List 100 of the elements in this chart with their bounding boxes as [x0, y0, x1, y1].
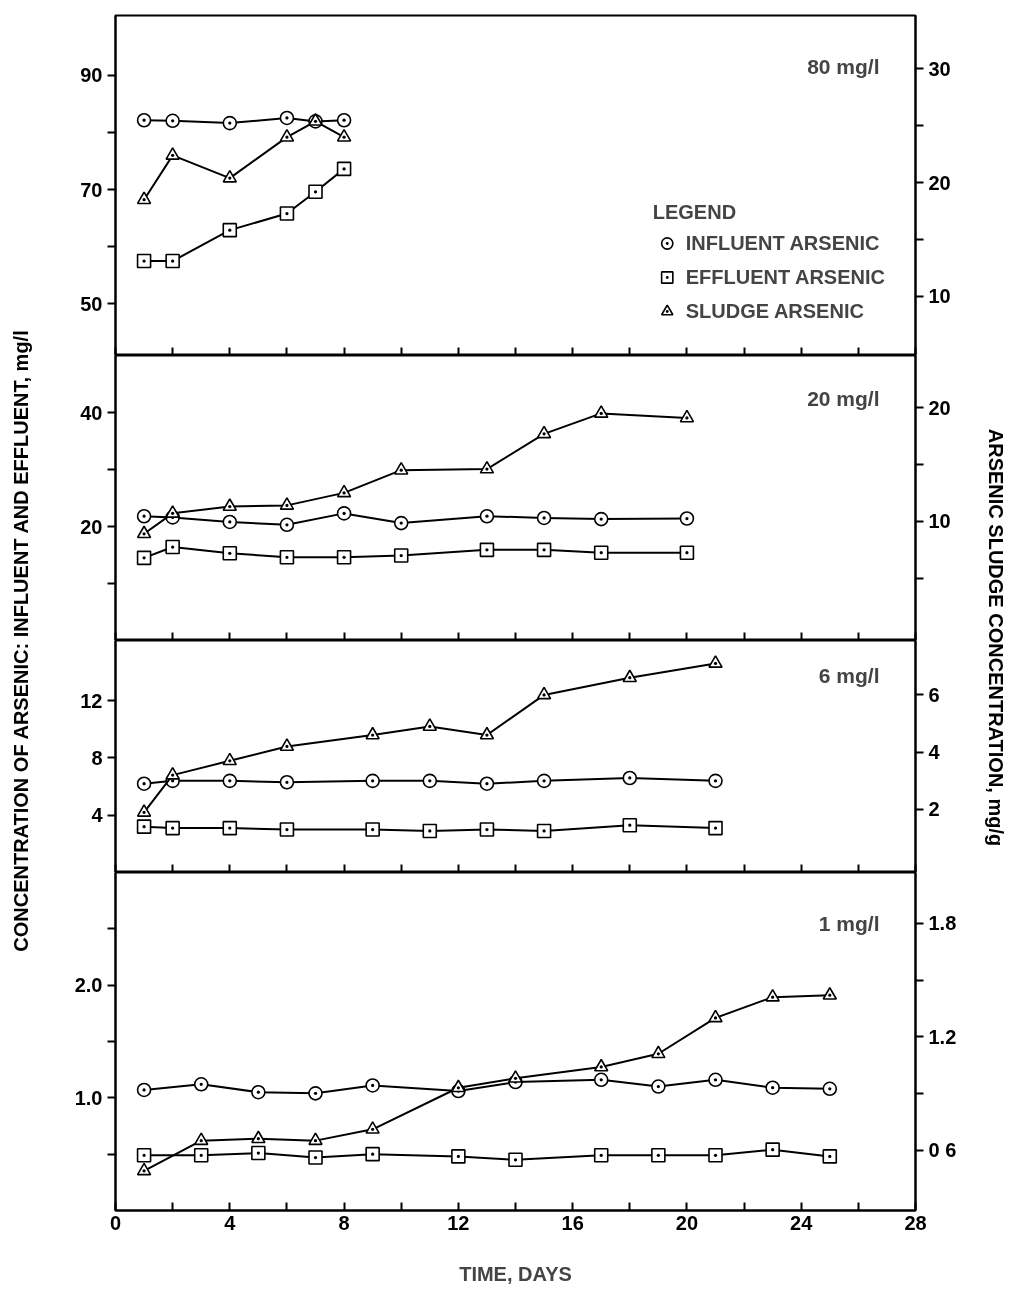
y2-tick-label: 0 6: [928, 1139, 957, 1162]
point: [365, 822, 380, 837]
point: [279, 549, 295, 565]
point: [136, 1147, 152, 1163]
y-tick-label: 12: [80, 689, 103, 712]
y2-tick-label: 1.8: [928, 912, 957, 935]
point: [279, 774, 295, 790]
point: [165, 820, 180, 836]
point: [136, 1162, 152, 1176]
point: [336, 549, 352, 565]
point: [765, 1142, 780, 1157]
point: [708, 773, 723, 789]
x-tick-label: 16: [561, 1211, 584, 1234]
point: [308, 1132, 323, 1146]
point: [222, 773, 238, 789]
point: [336, 506, 352, 521]
point: [279, 128, 295, 142]
annotation: 1 mg/l: [818, 911, 880, 935]
point: [508, 1152, 523, 1168]
point: [536, 773, 552, 789]
point: [593, 1072, 609, 1088]
point: [308, 1150, 323, 1165]
point: [336, 128, 352, 142]
y-tick-label: 4: [91, 804, 104, 827]
x-tick-label: 24: [790, 1211, 814, 1234]
point: [136, 804, 152, 817]
point: [708, 1009, 723, 1023]
point: [479, 726, 495, 740]
y-tick-label: 1.0: [74, 1086, 103, 1109]
x-tick-label: 4: [224, 1211, 237, 1234]
point: [479, 460, 495, 474]
x-tick-label: 8: [338, 1211, 350, 1234]
annotation: 80 mg/l: [807, 55, 880, 78]
point: [708, 820, 723, 836]
point: [479, 822, 495, 837]
point: [679, 409, 695, 423]
point: [136, 550, 152, 566]
point: [365, 1078, 380, 1093]
point: [393, 515, 409, 531]
point: [422, 773, 438, 789]
point: [279, 822, 295, 837]
point: [593, 511, 609, 527]
y-tick-label: 20: [80, 515, 103, 538]
point: [422, 718, 438, 731]
annotation: 6 mg/l: [818, 663, 880, 687]
point: [193, 1132, 209, 1146]
annotation: 20 mg/l: [807, 386, 880, 410]
point: [165, 253, 180, 269]
y-axis-title: CONCENTRATION OF ARSENIC: INFLUENT AND EFFLUENT, mg/l: [9, 330, 32, 952]
point: [251, 1130, 266, 1144]
point: [822, 1081, 838, 1097]
point: [136, 819, 152, 834]
point: [336, 484, 352, 498]
point: [365, 1146, 380, 1162]
y2-tick-label: 30: [928, 57, 951, 80]
point: [222, 545, 238, 561]
legend-label: EFFLUENT ARSENIC: [685, 265, 885, 289]
y2-axis-title: ARSENIC SLUDGE CONCENTRATION, mg/g: [984, 428, 1007, 847]
y-tick-label: 2.0: [74, 974, 103, 997]
point: [165, 147, 180, 160]
point: [222, 169, 238, 183]
point: [279, 206, 295, 221]
point: [479, 542, 495, 558]
point: [251, 1084, 266, 1100]
point: [708, 1072, 723, 1088]
point: [365, 726, 380, 740]
point: [479, 508, 495, 524]
point: [451, 1079, 466, 1093]
point: [622, 669, 638, 683]
y-tick-label: 90: [80, 64, 103, 87]
legend-title: LEGEND: [652, 201, 738, 224]
point: [222, 820, 238, 836]
point: [308, 184, 323, 200]
point: [136, 508, 152, 524]
point: [222, 498, 238, 512]
x-tick-label: 20: [675, 1211, 699, 1234]
point: [508, 1070, 523, 1083]
point: [536, 686, 552, 700]
point: [336, 161, 352, 177]
point: [136, 191, 152, 205]
point: [336, 112, 352, 128]
point: [422, 823, 438, 839]
point: [651, 1045, 666, 1059]
point: [393, 461, 409, 475]
point: [651, 1079, 666, 1094]
point: [279, 517, 295, 533]
point: [165, 505, 180, 518]
point: [536, 823, 552, 839]
point: [365, 773, 380, 789]
y-tick-label: 40: [80, 401, 103, 424]
x-tick-label: 0: [109, 1211, 122, 1234]
point: [222, 222, 238, 238]
point: [593, 1147, 609, 1163]
point: [593, 405, 609, 418]
point: [393, 548, 409, 563]
y2-tick-label: 10: [928, 285, 951, 308]
point: [365, 1121, 380, 1134]
x-tick-label: 12: [447, 1211, 470, 1234]
point: [193, 1147, 209, 1163]
point: [165, 539, 180, 555]
